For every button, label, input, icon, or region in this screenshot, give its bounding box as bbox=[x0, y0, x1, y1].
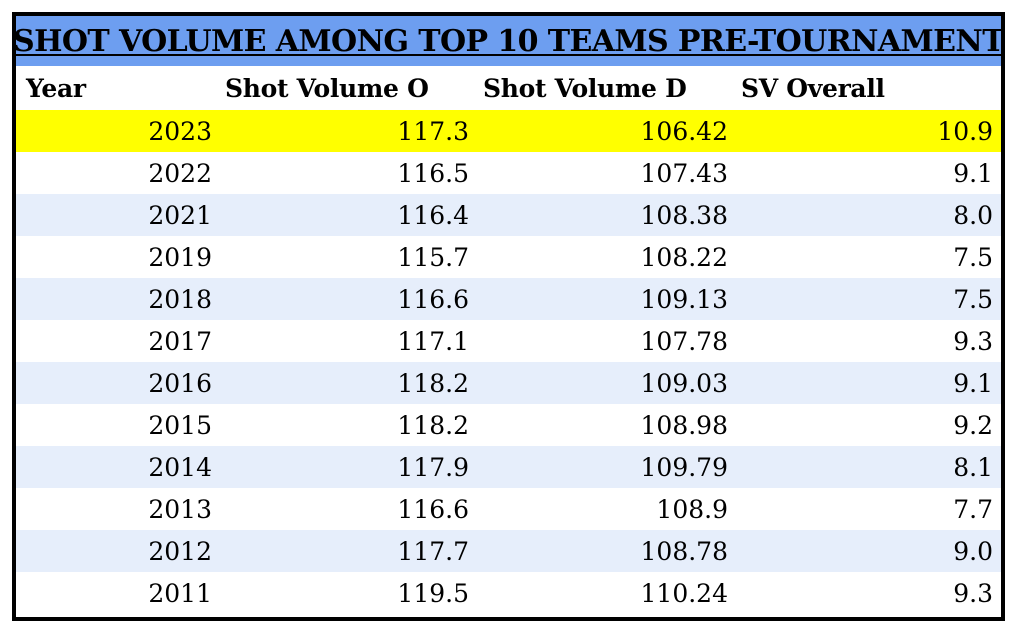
cell-shot-volume-d: 108.98 bbox=[640, 410, 728, 440]
cell-shot-volume-d: 108.9 bbox=[656, 494, 728, 524]
cell-shot-volume-d: 109.13 bbox=[640, 284, 728, 314]
cell-year: 2014 bbox=[148, 452, 212, 482]
cell-year: 2016 bbox=[148, 368, 212, 398]
table-row: 2013 116.6 108.9 7.7 bbox=[16, 488, 1001, 530]
table-row: 2011 119.5 110.24 9.3 bbox=[16, 572, 1001, 614]
table-row: 2014 117.9 109.79 8.1 bbox=[16, 446, 1001, 488]
cell-sv-overall: 9.1 bbox=[953, 368, 993, 398]
cell-shot-volume-d: 109.79 bbox=[640, 452, 728, 482]
table-row: 2022 116.5 107.43 9.1 bbox=[16, 152, 1001, 194]
cell-sv-overall: 9.3 bbox=[953, 326, 993, 356]
table-title: SHOT VOLUME AMONG TOP 10 TEAMS PRE-TOURN… bbox=[13, 23, 1004, 59]
cell-sv-overall: 7.7 bbox=[953, 494, 993, 524]
table-row: 2021 116.4 108.38 8.0 bbox=[16, 194, 1001, 236]
cell-shot-volume-d: 106.42 bbox=[640, 116, 728, 146]
cell-sv-overall: 9.0 bbox=[953, 536, 993, 566]
cell-shot-volume-o: 119.5 bbox=[397, 578, 469, 608]
cell-shot-volume-o: 115.7 bbox=[397, 242, 469, 272]
cell-year: 2021 bbox=[148, 200, 212, 230]
cell-shot-volume-o: 116.6 bbox=[397, 284, 469, 314]
cell-year: 2022 bbox=[148, 158, 212, 188]
table-row: 2012 117.7 108.78 9.0 bbox=[16, 530, 1001, 572]
table-row: 2016 118.2 109.03 9.1 bbox=[16, 362, 1001, 404]
cell-shot-volume-d: 107.43 bbox=[640, 158, 728, 188]
cell-shot-volume-o: 117.1 bbox=[397, 326, 469, 356]
title-bar: SHOT VOLUME AMONG TOP 10 TEAMS PRE-TOURN… bbox=[16, 16, 1001, 66]
cell-sv-overall: 8.1 bbox=[953, 452, 993, 482]
cell-year: 2013 bbox=[148, 494, 212, 524]
cell-year: 2012 bbox=[148, 536, 212, 566]
table-row: 2018 116.6 109.13 7.5 bbox=[16, 278, 1001, 320]
cell-shot-volume-o: 116.6 bbox=[397, 494, 469, 524]
cell-shot-volume-o: 117.3 bbox=[397, 116, 469, 146]
column-header-shot-volume-d: Shot Volume D bbox=[483, 73, 687, 103]
cell-sv-overall: 10.9 bbox=[937, 116, 993, 146]
cell-shot-volume-o: 117.7 bbox=[397, 536, 469, 566]
cell-sv-overall: 9.1 bbox=[953, 158, 993, 188]
cell-year: 2023 bbox=[148, 116, 212, 146]
cell-year: 2017 bbox=[148, 326, 212, 356]
table-row: 2017 117.1 107.78 9.3 bbox=[16, 320, 1001, 362]
cell-shot-volume-d: 110.24 bbox=[640, 578, 728, 608]
column-header-sv-overall: SV Overall bbox=[741, 73, 885, 103]
cell-sv-overall: 9.2 bbox=[953, 410, 993, 440]
cell-shot-volume-d: 109.03 bbox=[640, 368, 728, 398]
cell-shot-volume-d: 108.78 bbox=[640, 536, 728, 566]
cell-sv-overall: 7.5 bbox=[953, 242, 993, 272]
cell-shot-volume-o: 118.2 bbox=[397, 368, 469, 398]
cell-sv-overall: 9.3 bbox=[953, 578, 993, 608]
cell-shot-volume-o: 117.9 bbox=[397, 452, 469, 482]
header-row: Year Shot Volume O Shot Volume D SV Over… bbox=[16, 66, 1001, 110]
cell-shot-volume-d: 108.38 bbox=[640, 200, 728, 230]
cell-sv-overall: 8.0 bbox=[953, 200, 993, 230]
table-body: 2023 117.3 106.42 10.9 2022 116.5 107.43 9.1 202… bbox=[16, 110, 1001, 614]
column-header-year: Year bbox=[26, 73, 86, 103]
cell-sv-overall: 7.5 bbox=[953, 284, 993, 314]
table-row: 2023 117.3 106.42 10.9 bbox=[16, 110, 1001, 152]
cell-shot-volume-d: 108.22 bbox=[640, 242, 728, 272]
cell-shot-volume-d: 107.78 bbox=[640, 326, 728, 356]
table-row: 2019 115.7 108.22 7.5 bbox=[16, 236, 1001, 278]
table-frame: SHOT VOLUME AMONG TOP 10 TEAMS PRE-TOURN… bbox=[12, 12, 1005, 621]
cell-year: 2015 bbox=[148, 410, 212, 440]
cell-shot-volume-o: 116.5 bbox=[397, 158, 469, 188]
cell-year: 2011 bbox=[148, 578, 212, 608]
cell-shot-volume-o: 116.4 bbox=[397, 200, 469, 230]
cell-shot-volume-o: 118.2 bbox=[397, 410, 469, 440]
column-header-shot-volume-o: Shot Volume O bbox=[225, 73, 429, 103]
cell-year: 2018 bbox=[148, 284, 212, 314]
table-row: 2015 118.2 108.98 9.2 bbox=[16, 404, 1001, 446]
cell-year: 2019 bbox=[148, 242, 212, 272]
